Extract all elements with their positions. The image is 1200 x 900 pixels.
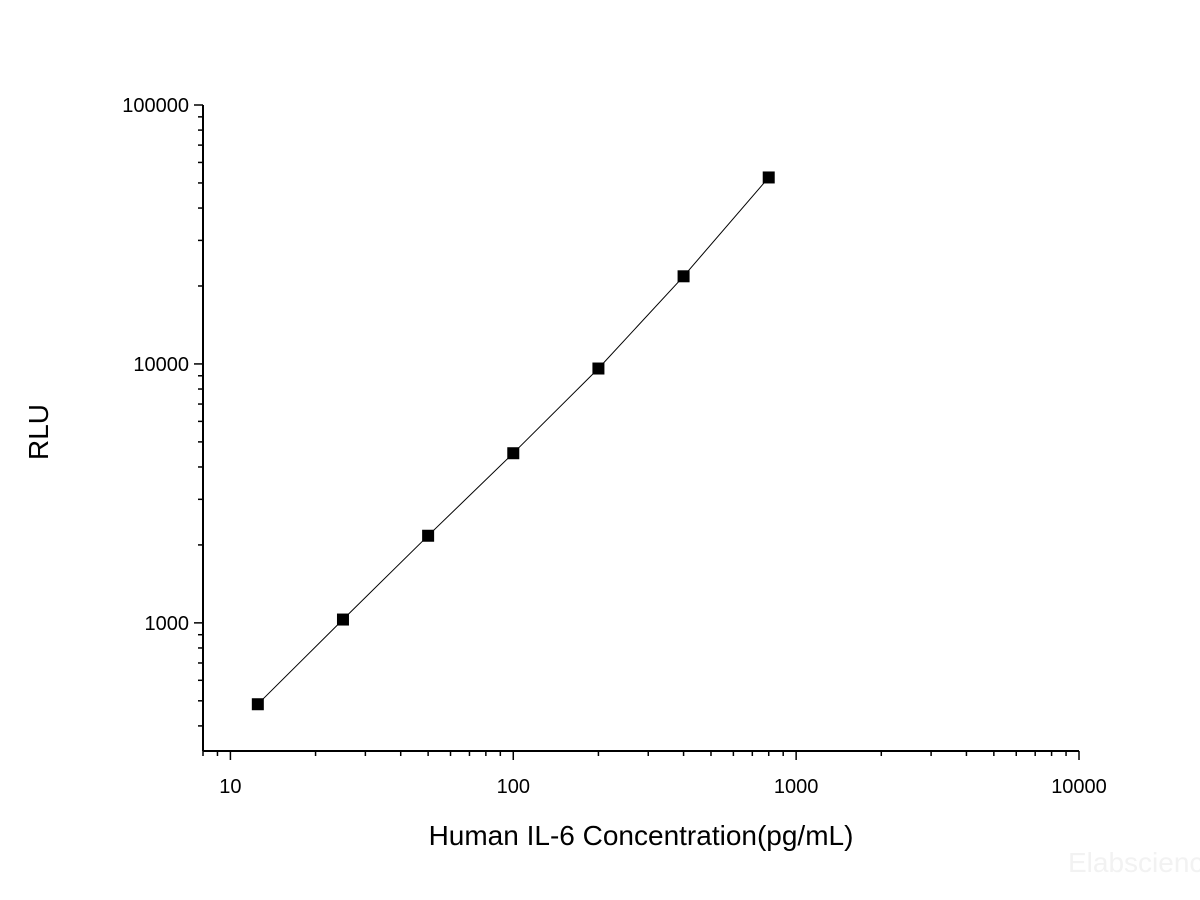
data-point <box>762 171 775 184</box>
tick-labels: 10 100 1000 10000 1000 10000 100000 <box>122 95 1107 798</box>
y-tick-label: 100000 <box>122 95 189 117</box>
axes <box>194 104 1080 760</box>
data-point <box>251 698 264 711</box>
x-tick-label: 1000 <box>774 776 819 798</box>
y-axis-title: RLU <box>23 404 54 460</box>
data-point <box>507 447 520 460</box>
y-tick-label: 1000 <box>145 613 190 635</box>
fit-curve <box>257 177 770 705</box>
x-tick-label: 10 <box>219 776 241 798</box>
data-point <box>422 529 435 542</box>
x-axis-title: Human IL-6 Concentration(pg/mL) <box>429 820 854 851</box>
data-point <box>336 613 349 626</box>
fit-curve-group <box>257 177 770 705</box>
data-point <box>677 270 690 283</box>
watermark: Elabscience <box>1068 847 1200 878</box>
x-tick-label: 10000 <box>1051 776 1107 798</box>
y-tick-label: 10000 <box>133 354 189 376</box>
x-tick-label: 100 <box>497 776 530 798</box>
data-point <box>592 362 605 375</box>
data-points <box>251 171 775 711</box>
